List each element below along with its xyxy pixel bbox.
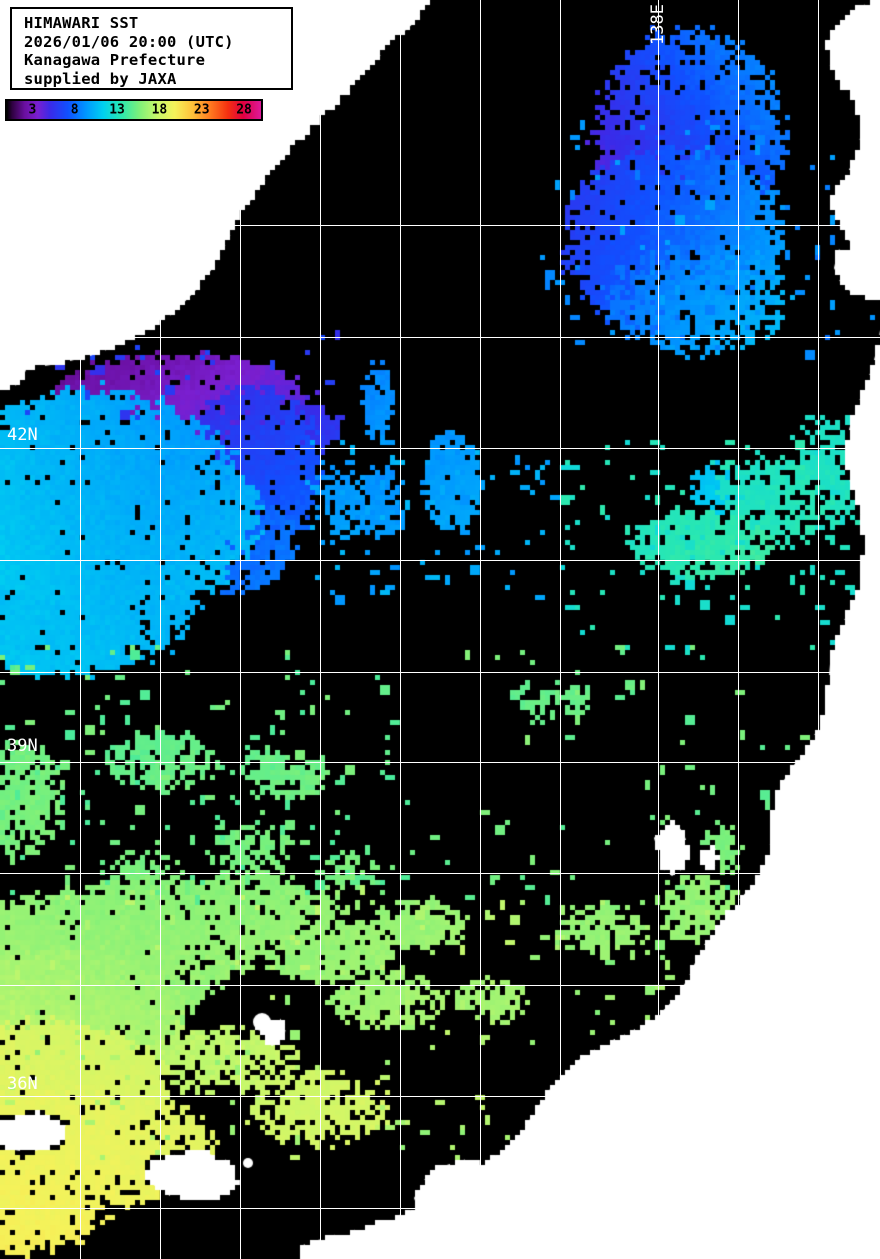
temperature-colorbar: 3 8 13 18 23 28 xyxy=(5,99,263,121)
legend-line-attribution: supplied by JAXA xyxy=(24,69,177,88)
graticule-label-42N: 42N xyxy=(7,425,38,445)
legend-line-timestamp: 2026/01/06 20:00 (UTC) xyxy=(24,32,234,51)
legend-line-region: Kanagawa Prefecture xyxy=(24,51,206,70)
graticule-label-39N: 39N xyxy=(7,736,38,756)
graticule-label-36N: 36N xyxy=(7,1074,38,1094)
graticule-label-138E: 138E xyxy=(648,4,668,45)
colorbar-gradient xyxy=(7,101,261,119)
legend-line-product: HIMAWARI SST xyxy=(24,14,139,32)
title-legend-box: HIMAWARI SST 2026/01/06 20:00 (UTC) Kana… xyxy=(10,7,293,90)
